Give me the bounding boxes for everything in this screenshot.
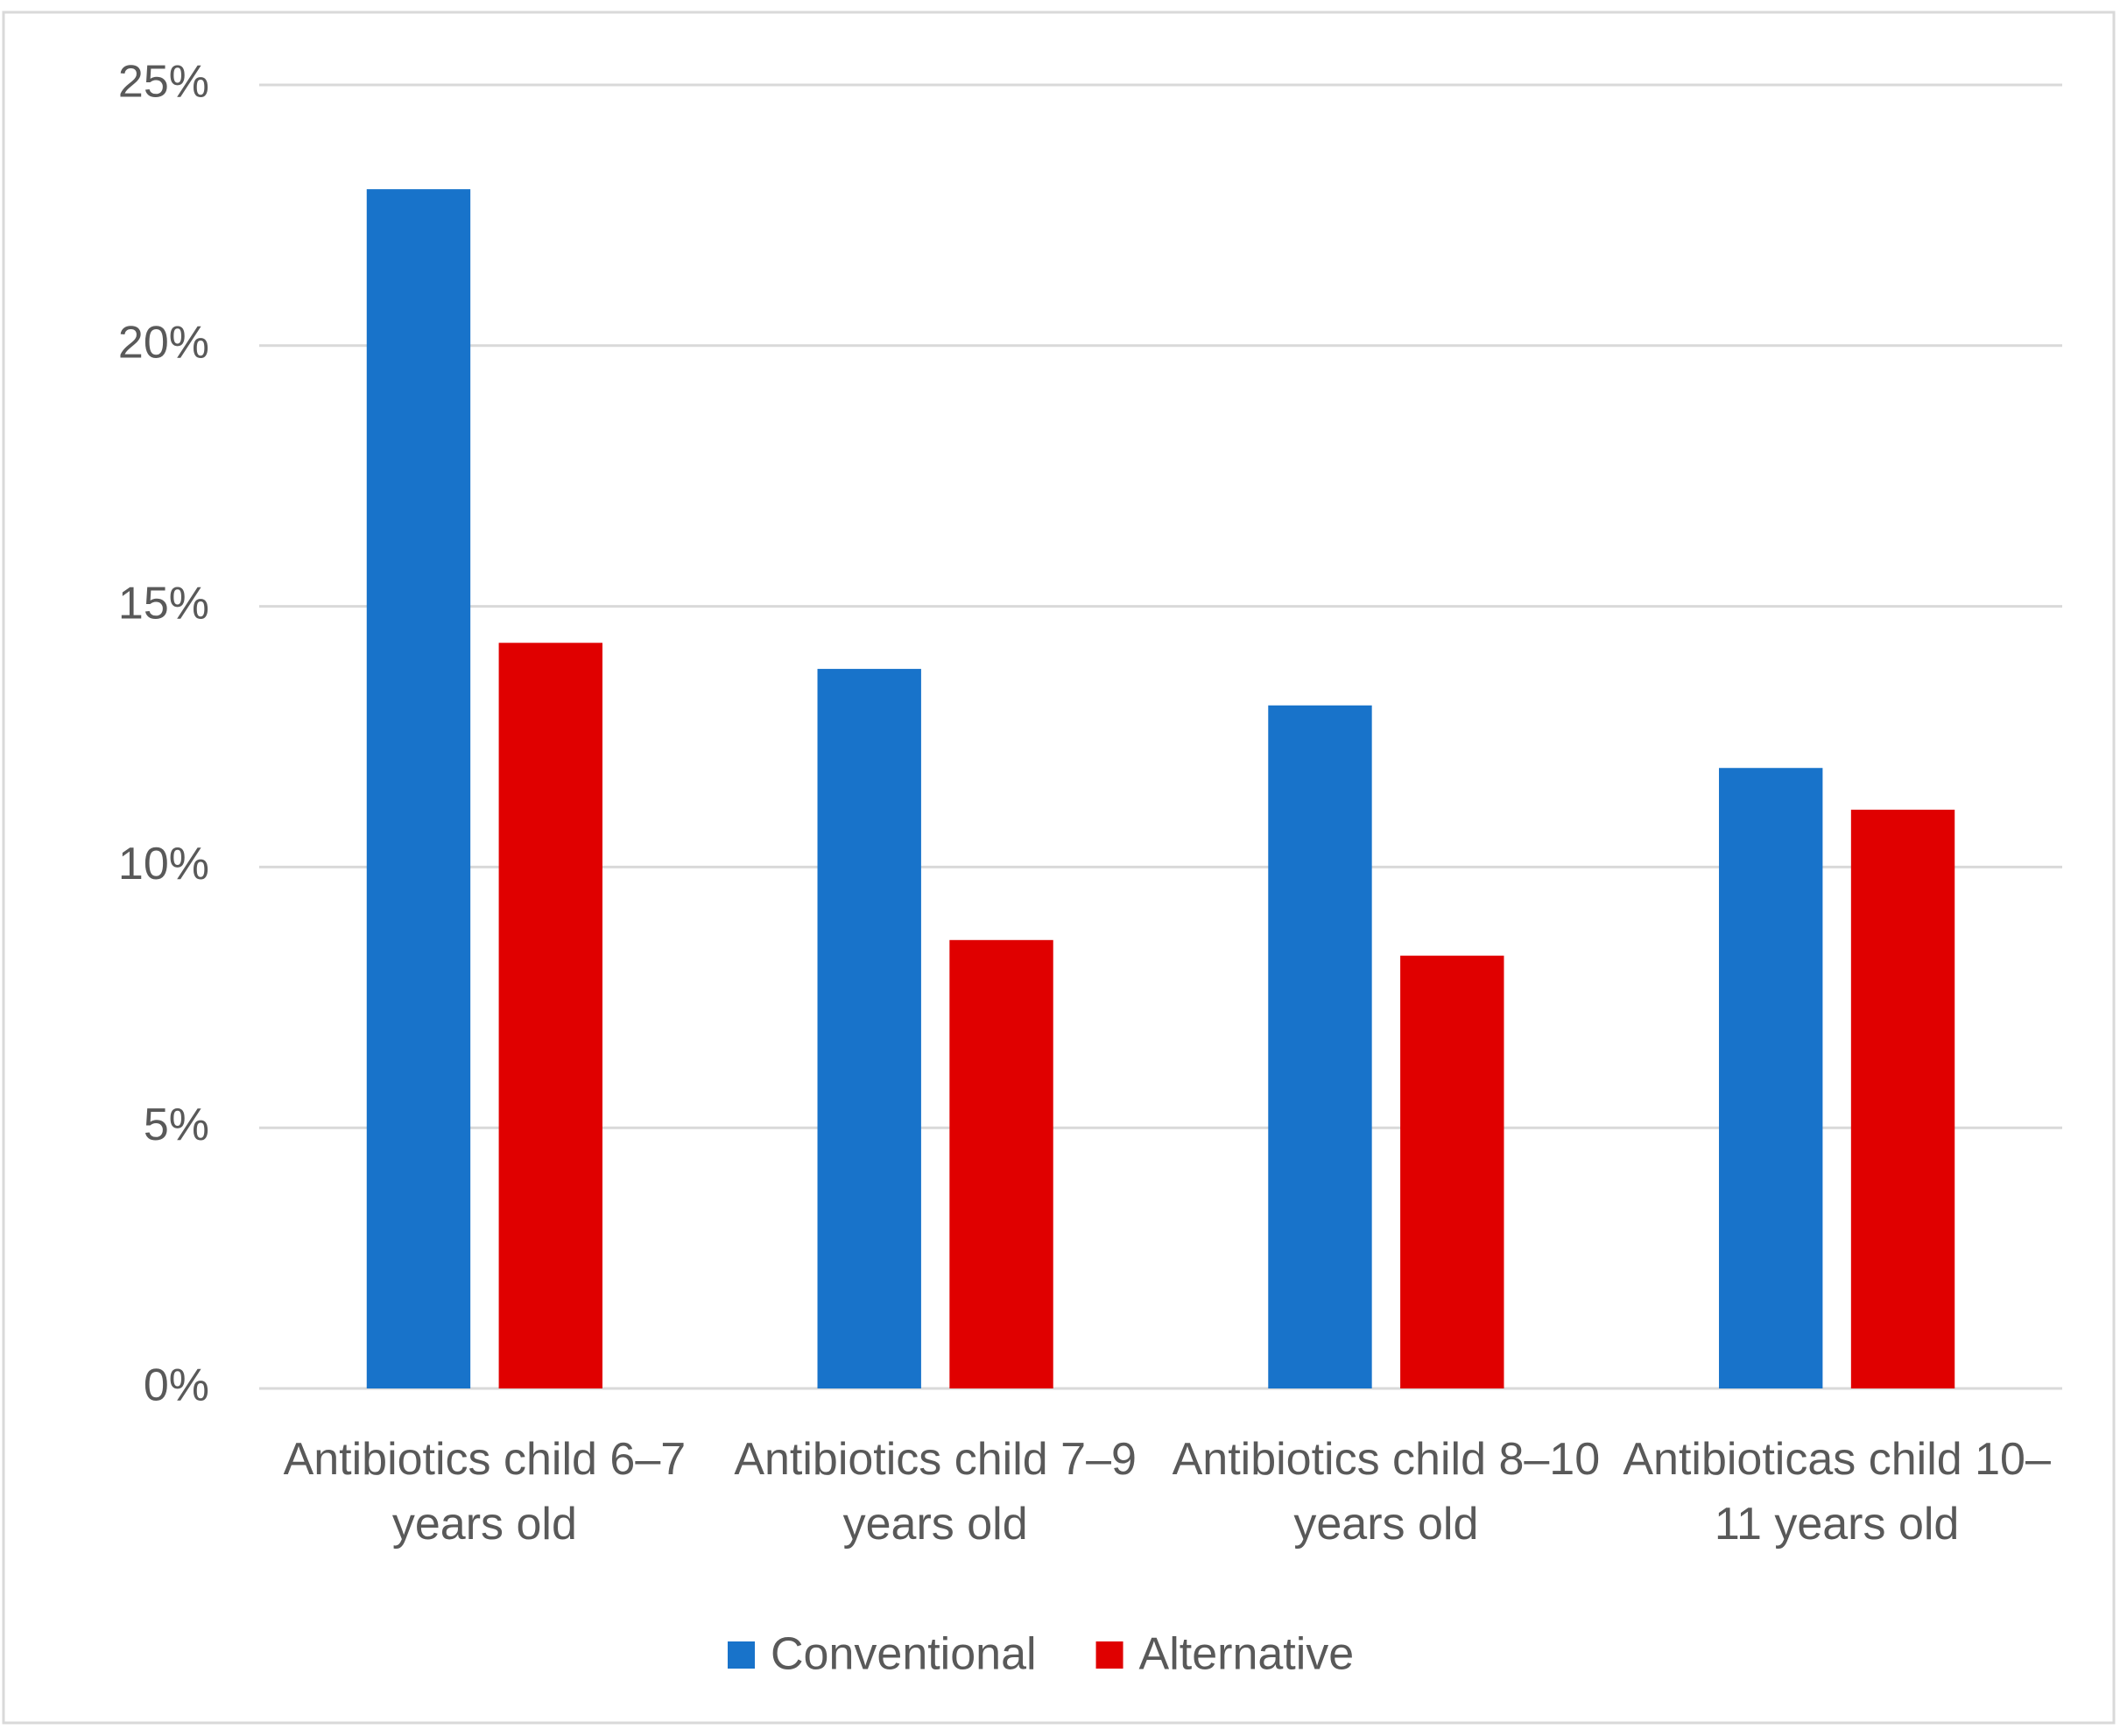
x-tick-label: Antibiotics child 6–7 years old: [283, 1434, 687, 1550]
bar: [817, 669, 921, 1388]
legend-swatch: [728, 1641, 755, 1669]
x-tick-label: Antibiotics child 7–9 years old: [734, 1434, 1137, 1550]
bar: [1400, 955, 1504, 1388]
legend-swatch: [1095, 1641, 1123, 1669]
y-tick-label: 0%: [144, 1360, 209, 1411]
legend-label: Conventional: [771, 1629, 1037, 1680]
bar: [1268, 705, 1372, 1388]
y-tick-label: 15%: [118, 578, 209, 629]
bar: [498, 643, 602, 1388]
x-tick-label: Antibiotics child 8–10 years old: [1172, 1434, 1601, 1550]
bar: [1850, 809, 1955, 1388]
bar: [949, 939, 1053, 1388]
y-tick-label: 10%: [118, 839, 209, 889]
legend-label: Alternative: [1139, 1629, 1355, 1680]
y-tick-label: 5%: [144, 1100, 209, 1150]
y-tick-label: 20%: [118, 318, 209, 369]
bar: [366, 189, 471, 1388]
x-tick-label: Antibioticas child 10–11 years old: [1623, 1434, 2051, 1550]
y-tick-label: 25%: [118, 57, 209, 108]
bar: [1719, 768, 1823, 1388]
